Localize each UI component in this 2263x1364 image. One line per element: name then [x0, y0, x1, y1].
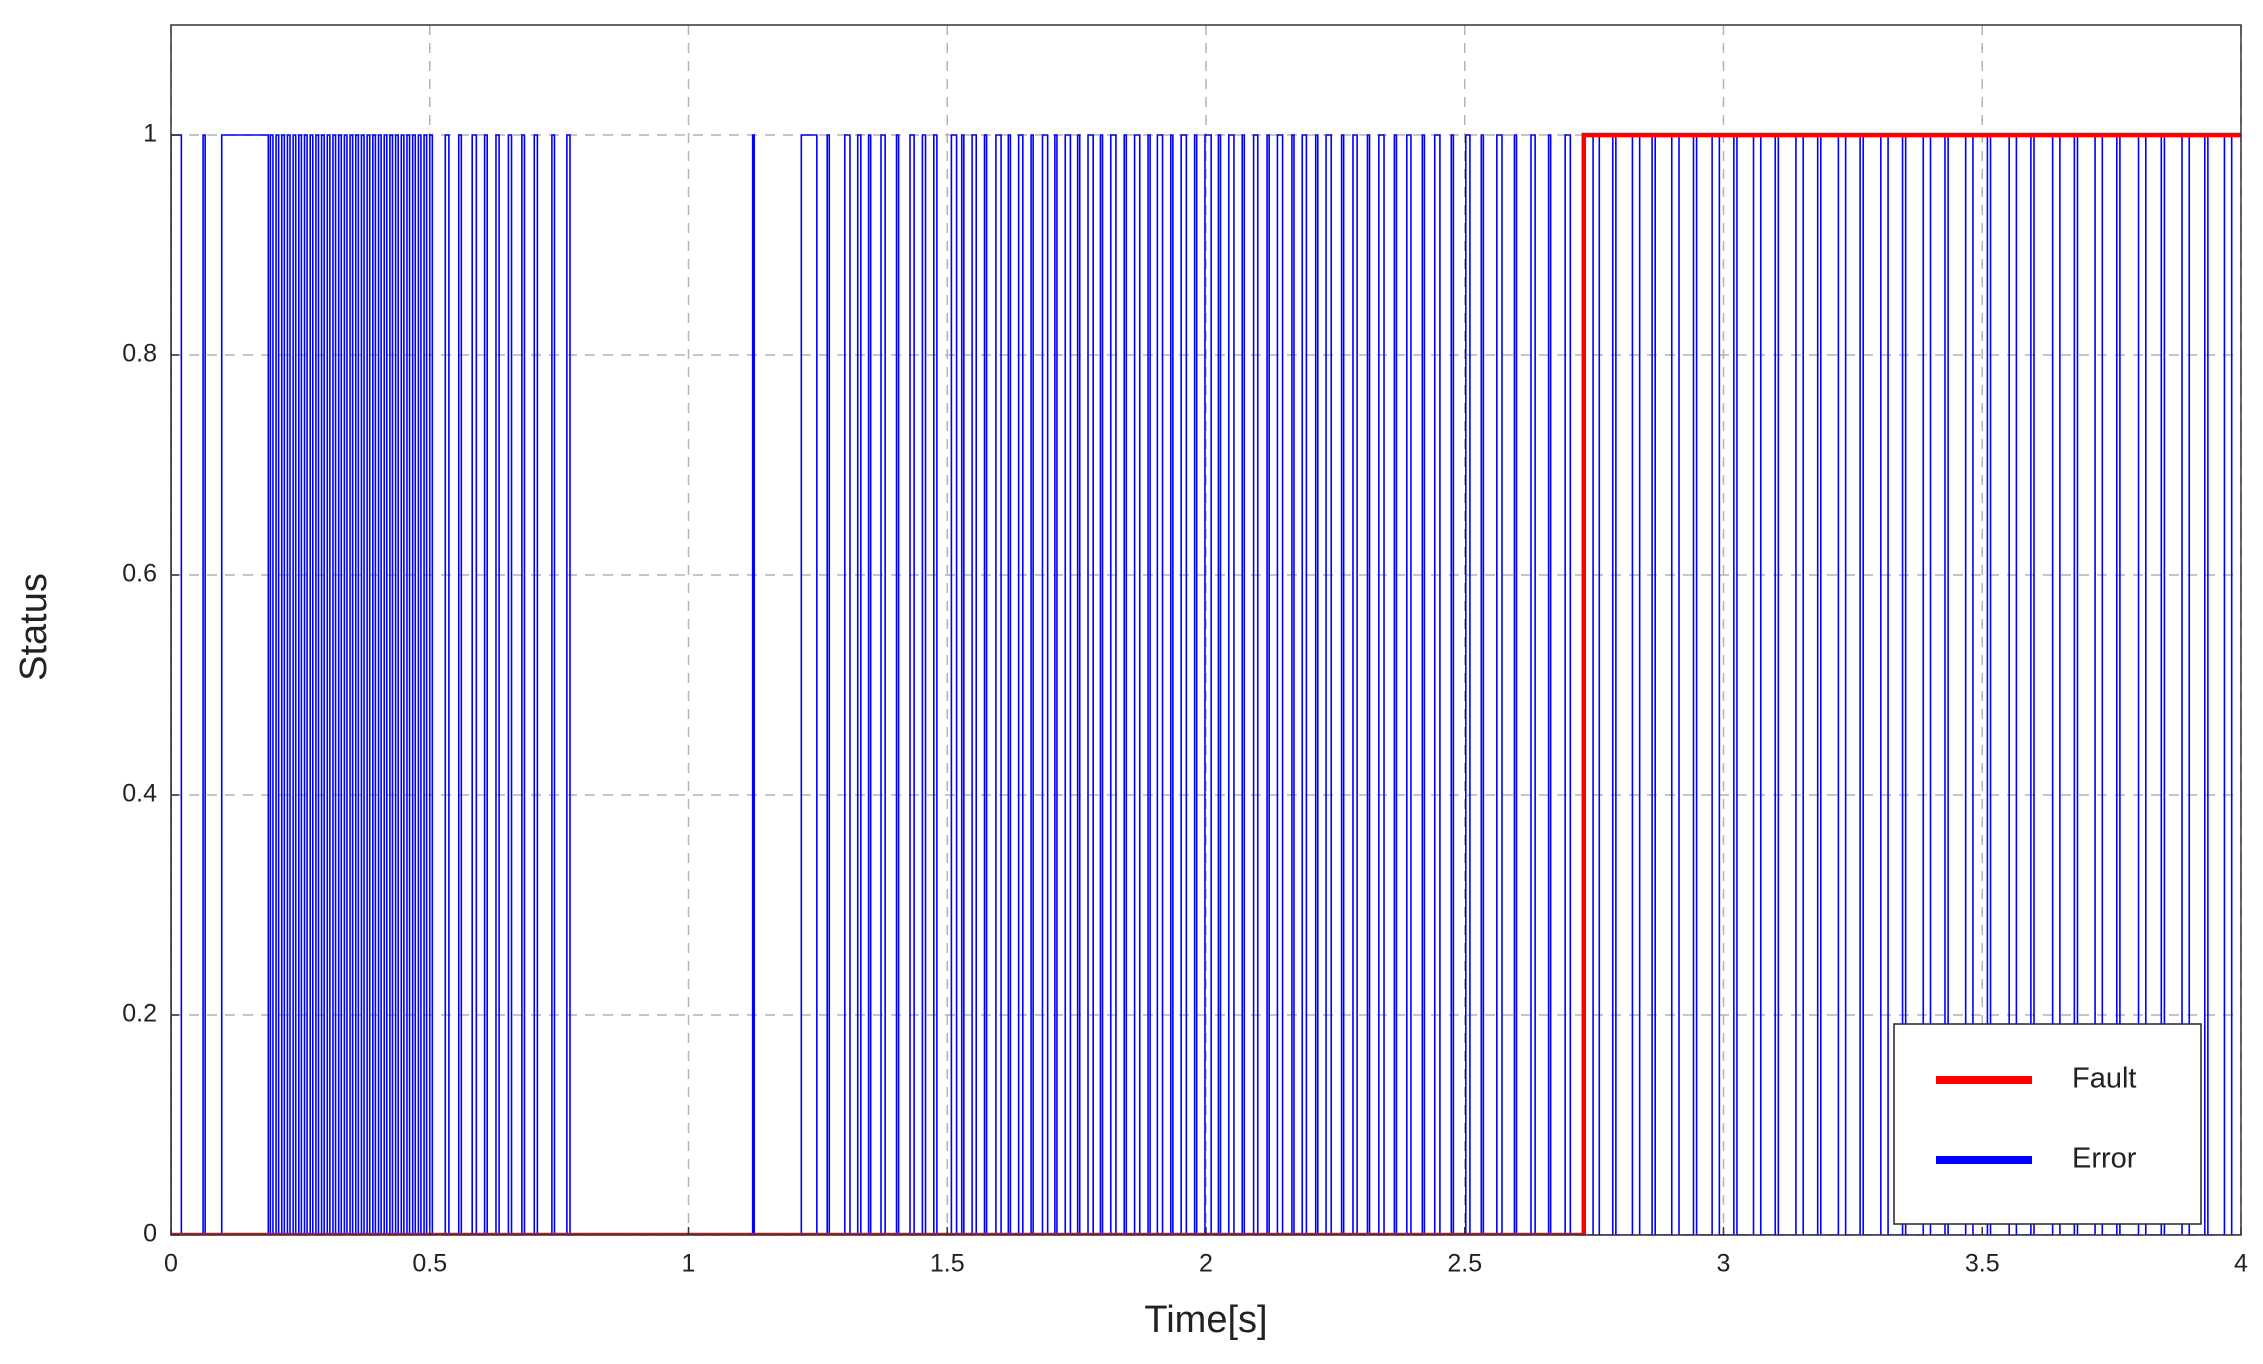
- x-tick-label: 1: [682, 1250, 696, 1278]
- legend: Fault Error: [1893, 1023, 2202, 1225]
- y-tick-label: 0.8: [122, 340, 157, 368]
- x-tick-label: 4: [2234, 1250, 2248, 1278]
- legend-box: [1893, 1023, 2202, 1225]
- series-line: [171, 132, 2241, 1235]
- x-tick-label: 2: [1199, 1250, 1213, 1278]
- x-tick-label: 3.5: [1965, 1250, 2000, 1278]
- legend-label: Fault: [2072, 1063, 2136, 1095]
- x-tick-label: 0: [164, 1250, 178, 1278]
- x-axis-label: Time[s]: [1144, 1299, 1267, 1341]
- y-tick-label: 0.2: [122, 1000, 157, 1028]
- y-axis-label: Status: [13, 573, 55, 681]
- y-tick-label: 1: [143, 120, 157, 148]
- series: [171, 132, 2241, 1235]
- x-tick-label: 1.5: [930, 1250, 965, 1278]
- x-tick-label: 3: [1717, 1250, 1731, 1278]
- ticks: 0 0.5 1 1.5 2 2.5 3 3.5 4 0 0.2 0.4 0.6 0.8 1: [122, 120, 2248, 1278]
- y-tick-label: 0: [143, 1220, 157, 1248]
- x-tick-label: 0.5: [412, 1250, 447, 1278]
- y-tick-label: 0.6: [122, 560, 157, 588]
- x-tick-label: 2.5: [1447, 1250, 1482, 1278]
- legend-label: Error: [2072, 1143, 2137, 1175]
- y-tick-label: 0.4: [122, 780, 157, 808]
- series-line: [171, 134, 2241, 1235]
